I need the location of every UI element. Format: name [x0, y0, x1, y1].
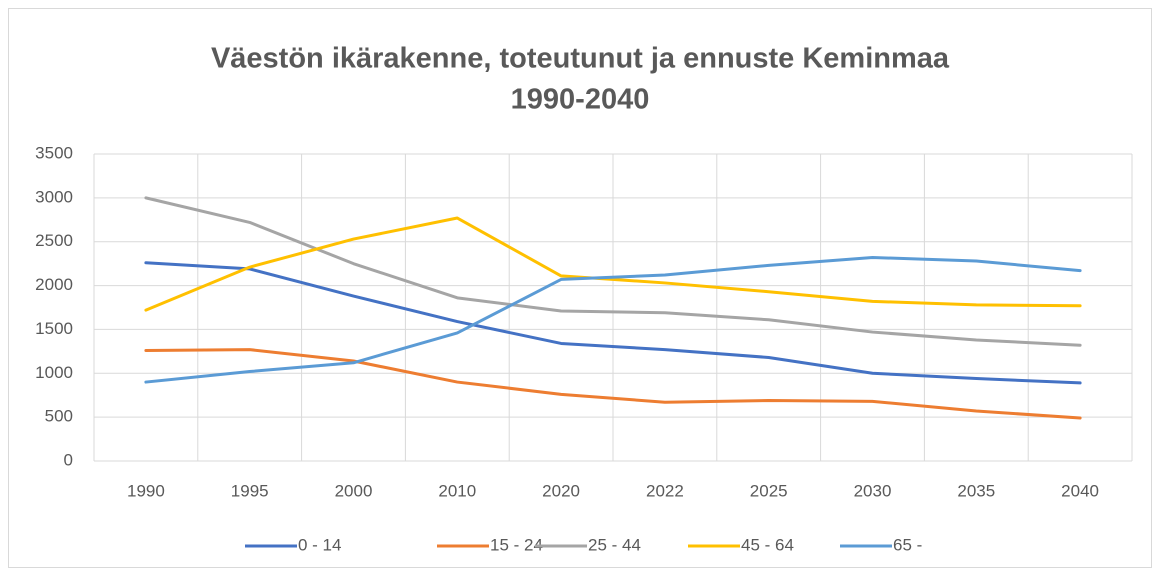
- series-line: [144, 196, 1082, 347]
- series-line: [144, 261, 1082, 385]
- y-tick-label: 0: [64, 450, 73, 469]
- legend-label: 0 - 14: [298, 535, 341, 554]
- y-tick-label: 2500: [35, 231, 73, 250]
- x-tick-label: 2022: [646, 481, 684, 500]
- x-tick-label: 2000: [335, 481, 373, 500]
- y-tick-label: 3500: [35, 143, 73, 162]
- x-tick-label: 2035: [957, 481, 995, 500]
- x-tick-label: 2020: [542, 481, 580, 500]
- series-line: [144, 256, 1082, 384]
- y-tick-label: 2000: [35, 275, 73, 294]
- x-tick-label: 2010: [438, 481, 476, 500]
- y-tick-label: 3000: [35, 187, 73, 206]
- x-tick-label: 2025: [750, 481, 788, 500]
- legend-label: 25 - 44: [588, 535, 641, 554]
- legend-label: 15 - 24: [490, 535, 543, 554]
- x-tick-label: 2030: [854, 481, 892, 500]
- series-line: [144, 348, 1082, 420]
- y-tick-label: 1500: [35, 319, 73, 338]
- y-tick-label: 500: [45, 407, 73, 426]
- chart-title: 1990-2040: [511, 84, 650, 116]
- chart-title: Väestön ikärakenne, toteutunut ja ennust…: [211, 43, 950, 75]
- legend-label: 65 -: [893, 535, 922, 554]
- x-tick-label: 1995: [231, 481, 269, 500]
- x-tick-label: 2040: [1061, 481, 1099, 500]
- x-tick-label: 1990: [127, 481, 165, 500]
- y-tick-label: 1000: [35, 363, 73, 382]
- legend-label: 45 - 64: [741, 535, 794, 554]
- series-line: [144, 216, 1082, 312]
